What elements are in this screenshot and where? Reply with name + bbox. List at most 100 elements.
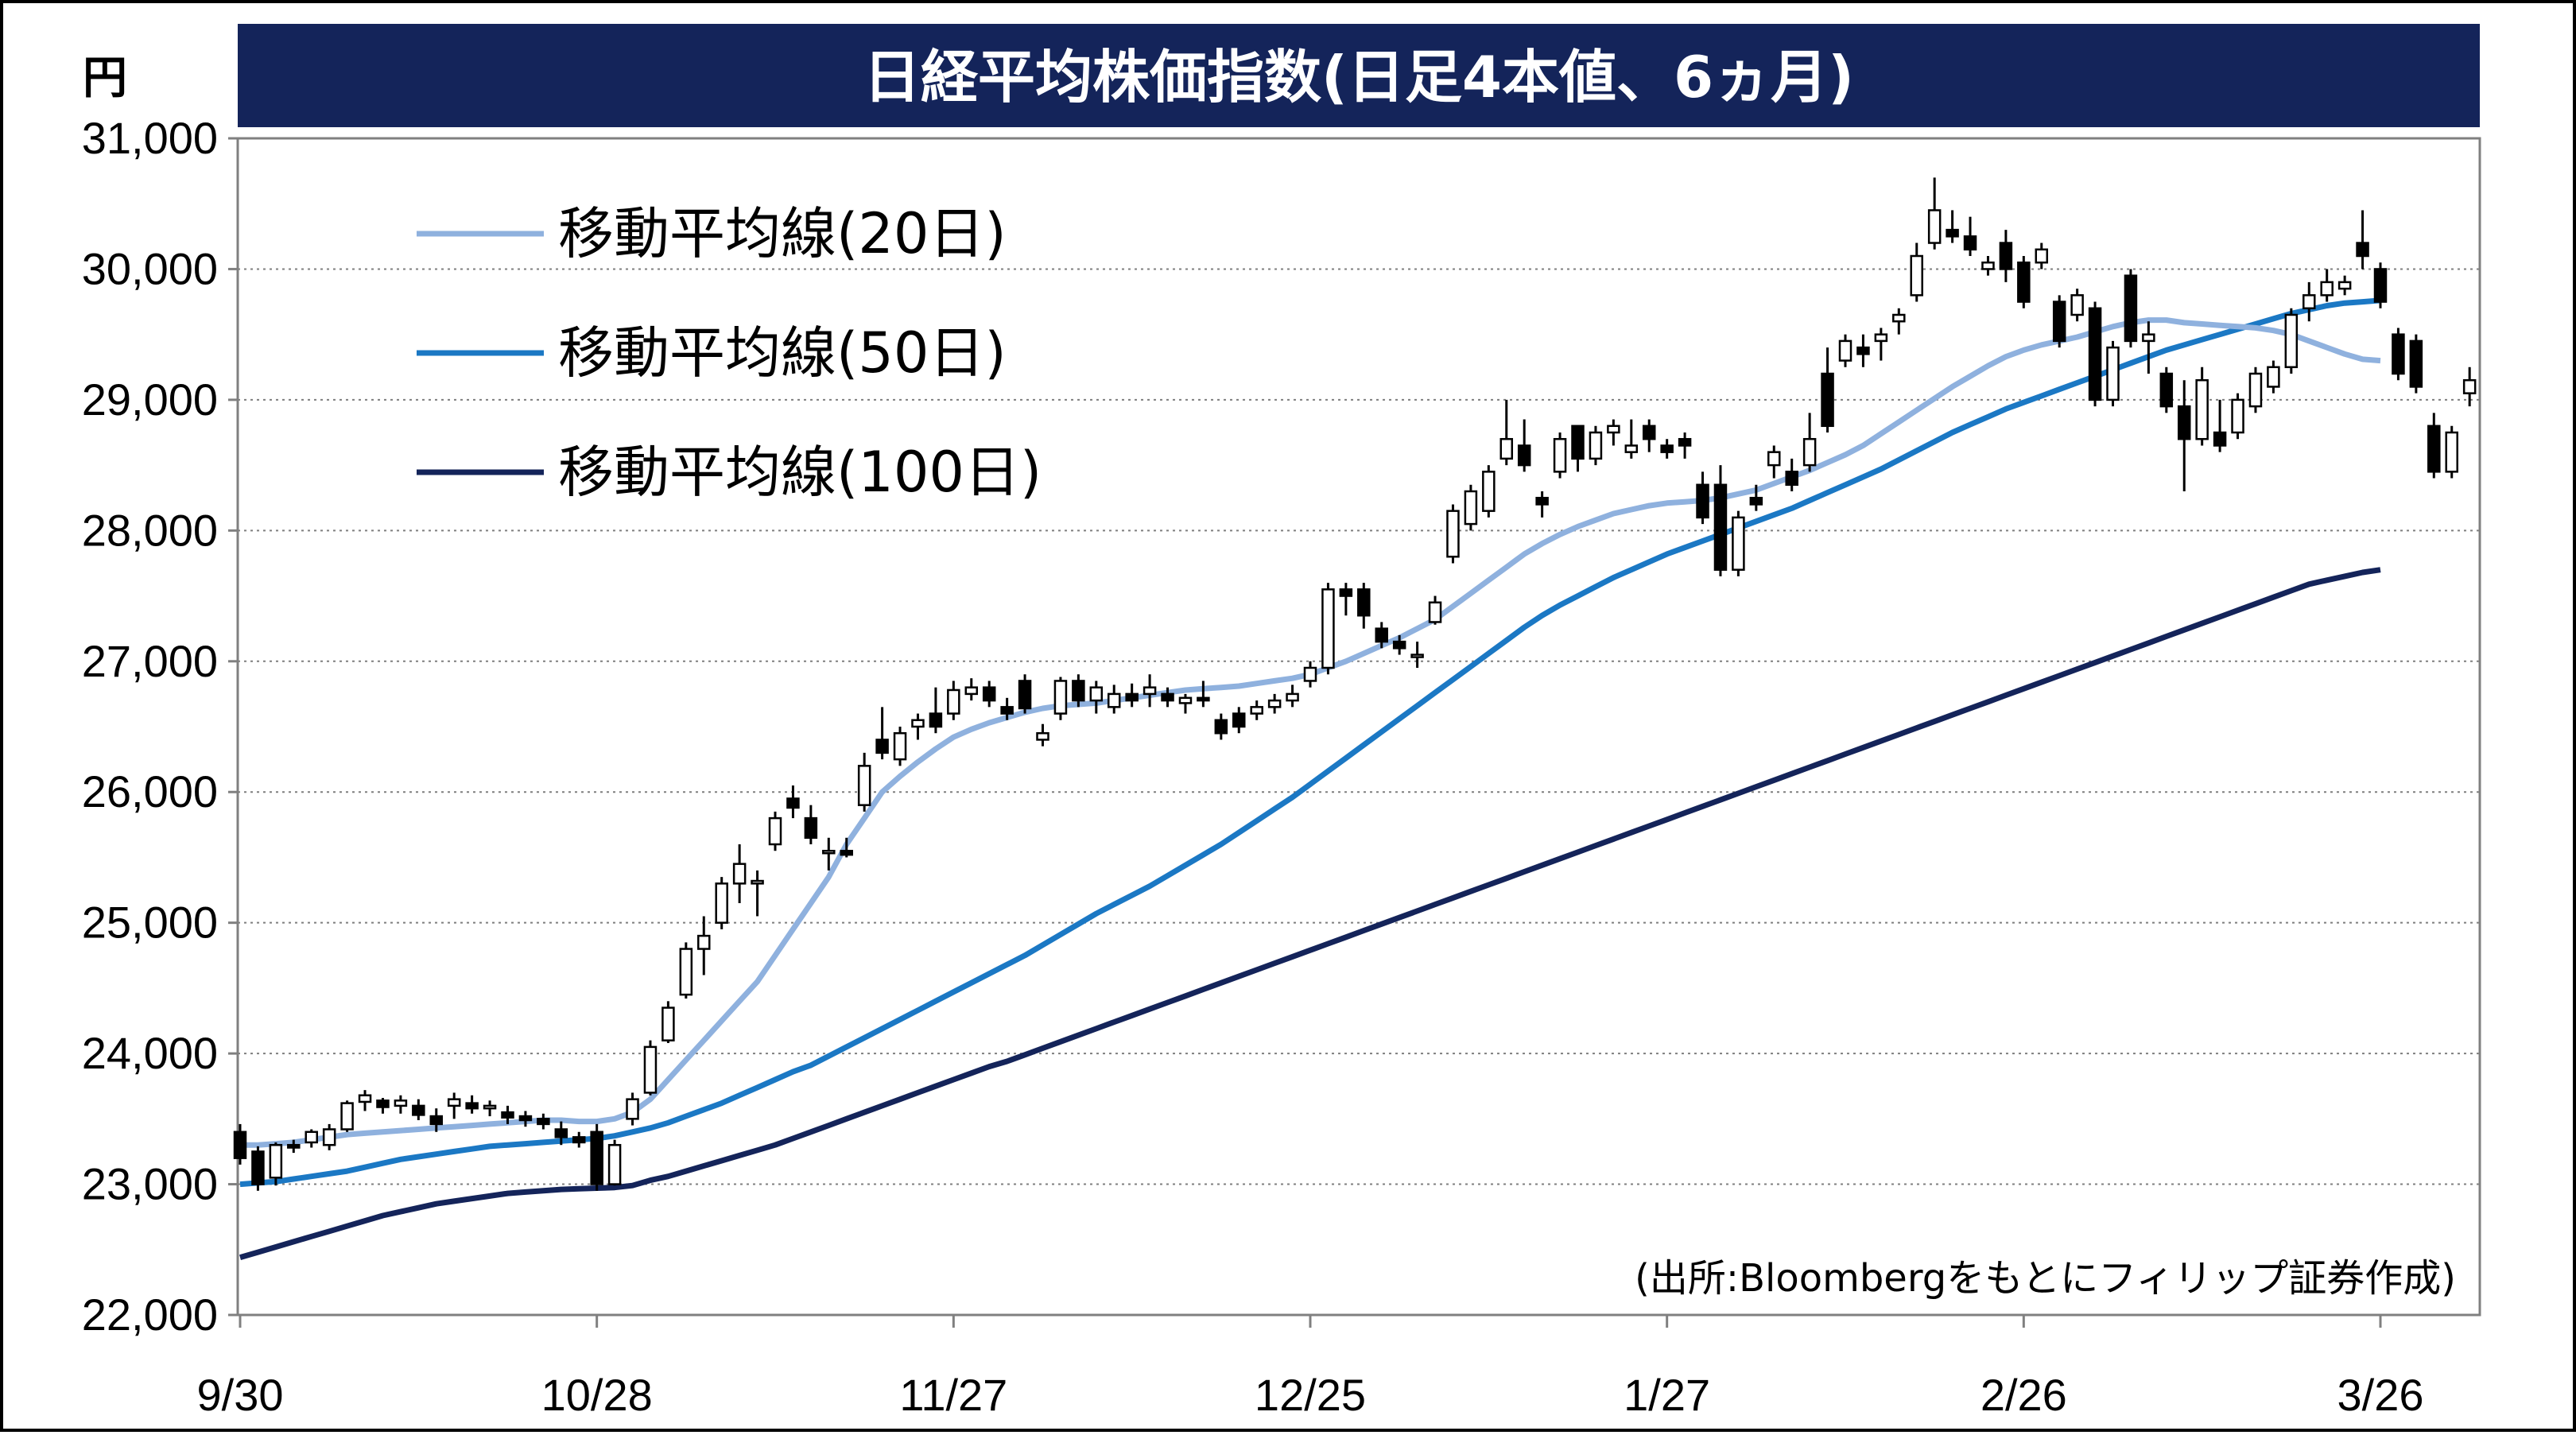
candle-body-up bbox=[1732, 516, 1745, 571]
candle-body-up bbox=[322, 1128, 336, 1146]
candle-body-down bbox=[2017, 261, 2031, 303]
candle-body-down bbox=[287, 1143, 301, 1149]
candle-body-up bbox=[1143, 686, 1157, 696]
candle bbox=[1321, 583, 1335, 675]
candle-body-down bbox=[2052, 301, 2066, 343]
candles bbox=[233, 177, 2477, 1191]
candle bbox=[1749, 484, 1763, 511]
candle-body-down bbox=[2177, 405, 2191, 440]
candle-body-up bbox=[269, 1143, 283, 1179]
candle bbox=[679, 942, 693, 999]
candle-body-up bbox=[1981, 261, 1995, 270]
candle bbox=[1018, 674, 1032, 714]
candle bbox=[1357, 583, 1371, 629]
candle-body-down bbox=[840, 849, 853, 856]
candle-body-up bbox=[626, 1098, 639, 1120]
candle bbox=[1053, 677, 1068, 720]
candle-body-up bbox=[751, 879, 764, 885]
candle bbox=[929, 687, 943, 734]
candle-body-up bbox=[964, 686, 979, 696]
candle-body-up bbox=[661, 1006, 675, 1041]
candle bbox=[1874, 328, 1888, 361]
candle-body-up bbox=[1053, 680, 1068, 715]
candle bbox=[1678, 432, 1692, 459]
candle bbox=[1660, 439, 1674, 459]
candle bbox=[1178, 693, 1193, 714]
candle bbox=[732, 844, 747, 903]
candle bbox=[2195, 367, 2209, 446]
candle bbox=[394, 1095, 408, 1114]
candle bbox=[1339, 583, 1353, 616]
candle bbox=[1161, 687, 1174, 708]
candle bbox=[1303, 661, 1317, 688]
candle-body-down bbox=[1018, 680, 1032, 710]
candle bbox=[840, 837, 853, 858]
candle-body-down bbox=[1660, 444, 1674, 453]
candle bbox=[1821, 347, 1834, 432]
ma-line-1 bbox=[239, 297, 2381, 1188]
candle bbox=[358, 1090, 372, 1111]
candle bbox=[2248, 367, 2263, 413]
candle-body-down bbox=[1197, 696, 1210, 702]
candlestick-chart: 日経平均株価指数(日足4本値、6ヵ月) 円 22,000 23,000 24,000… bbox=[82, 24, 2481, 1420]
candle-body-down bbox=[2392, 333, 2405, 375]
candle-body-up bbox=[607, 1143, 622, 1185]
candle bbox=[305, 1129, 318, 1148]
candle-body-up bbox=[715, 882, 728, 924]
candle bbox=[447, 1092, 461, 1119]
candle bbox=[1446, 504, 1460, 564]
candle bbox=[1571, 425, 1585, 472]
y-axis: 22,000 23,000 24,000 25,000 26,000 27,000 28,0… bbox=[82, 113, 238, 1340]
candle-body-up bbox=[1802, 437, 1817, 467]
candle bbox=[340, 1100, 354, 1132]
candle bbox=[893, 727, 907, 766]
candle bbox=[1892, 308, 1906, 335]
candle-body-up bbox=[1089, 686, 1104, 702]
candle-body-up bbox=[1410, 654, 1424, 658]
plot-area bbox=[236, 137, 2481, 1317]
candle bbox=[287, 1139, 301, 1154]
x-tick-label: 3/26 bbox=[2337, 1370, 2424, 1420]
candle bbox=[768, 811, 782, 851]
candle bbox=[1553, 432, 1567, 479]
candle bbox=[1089, 681, 1104, 714]
candle bbox=[2302, 281, 2316, 322]
candle-body-down bbox=[518, 1115, 533, 1122]
candle bbox=[251, 1146, 265, 1191]
candle-body-up bbox=[483, 1104, 497, 1110]
candle bbox=[1464, 484, 1478, 531]
candle-body-up bbox=[1446, 510, 1460, 558]
candle-body-up bbox=[768, 816, 782, 846]
candle bbox=[1125, 683, 1139, 708]
candle bbox=[1232, 707, 1246, 734]
candle bbox=[2337, 275, 2352, 296]
y-tick-label: 30,000 bbox=[82, 243, 218, 293]
candle-body-up bbox=[1838, 339, 1852, 362]
candle-body-down bbox=[1072, 680, 1085, 702]
x-tick-label: 12/25 bbox=[1255, 1370, 1366, 1420]
candle bbox=[233, 1123, 247, 1165]
candle-body-up bbox=[732, 863, 747, 885]
x-tick-label: 2/26 bbox=[1980, 1370, 2067, 1420]
candle-body-up bbox=[1482, 471, 1496, 512]
candle-body-down bbox=[554, 1128, 568, 1138]
candle-body-up bbox=[2320, 281, 2334, 297]
candle bbox=[412, 1099, 425, 1120]
x-tick-label: 1/27 bbox=[1624, 1370, 1710, 1420]
candle-body-up bbox=[1250, 706, 1263, 715]
candle bbox=[572, 1131, 586, 1148]
candle-body-up bbox=[2284, 313, 2299, 369]
candle-body-down bbox=[982, 686, 996, 702]
candle-body-up bbox=[1892, 313, 1906, 323]
candle bbox=[607, 1139, 622, 1186]
candle-body-down bbox=[875, 739, 889, 754]
candle-body-up bbox=[2248, 372, 2263, 408]
candle bbox=[1214, 713, 1228, 740]
candle bbox=[483, 1100, 497, 1117]
candle-body-down bbox=[590, 1131, 603, 1185]
candle bbox=[554, 1121, 568, 1146]
candle bbox=[661, 1001, 675, 1043]
candle bbox=[1767, 445, 1781, 479]
x-tick-label: 11/27 bbox=[899, 1370, 1007, 1420]
